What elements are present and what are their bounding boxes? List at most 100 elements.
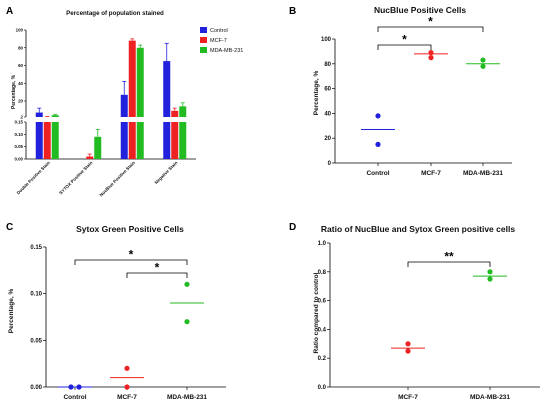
chart-d-title: Ratio of NucBlue and Sytox Green positiv… xyxy=(321,224,515,234)
chart-c-point xyxy=(124,384,130,390)
chart-a-category-label: NucBlue Positive Stain xyxy=(99,160,137,198)
chart-b-category-label: MDA-MB-231 xyxy=(463,170,503,177)
chart-a-bar xyxy=(120,94,128,117)
chart-d-significance-bracket xyxy=(407,261,491,267)
chart-b-category-label: Control xyxy=(366,170,389,177)
chart-a-bar xyxy=(128,40,136,117)
panel-label-b: B xyxy=(289,6,296,17)
chart-a-bar-lower xyxy=(35,122,43,159)
chart-b-point xyxy=(428,55,434,61)
chart-c-significance-label: * xyxy=(155,261,160,275)
chart-c-category-label: MCF-7 xyxy=(117,394,137,401)
chart-d-ytick-label: 0.6 xyxy=(318,299,327,305)
chart-b-significance-label: * xyxy=(402,33,407,47)
chart-d-significance-label: ** xyxy=(444,250,454,264)
chart-d-point xyxy=(487,269,493,275)
panel-label-c: C xyxy=(6,222,13,233)
chart-c-significance-bracket xyxy=(126,272,188,278)
chart-d-category-label: MDA-MB-231 xyxy=(470,394,510,401)
chart-a-ytick-label: 80 xyxy=(18,45,23,50)
chart-c-point xyxy=(68,384,74,390)
chart-b-point xyxy=(375,113,381,119)
panel-label-d: D xyxy=(289,222,296,233)
chart-a-bar xyxy=(136,47,144,118)
chart-a-ytick-label: 0.15 xyxy=(14,120,23,125)
chart-b-category-label: MCF-7 xyxy=(421,170,441,177)
chart-a-ytick-label: 60 xyxy=(18,63,23,68)
chart-a-ytick-label: 40 xyxy=(18,81,23,86)
chart-c-point xyxy=(184,319,190,325)
chart-b-point xyxy=(480,63,486,69)
chart-b-title: NucBlue Positive Cells xyxy=(374,5,466,15)
chart-b: 0 20 40 60 80 100 Control MCF-7 MDA-MB-231 * * xyxy=(321,15,512,177)
chart-a-bar xyxy=(35,112,43,117)
chart-a-ytick-label: 2 xyxy=(21,115,24,120)
chart-b-ytick-label: 0 xyxy=(328,161,332,167)
chart-a-ytick-label: 100 xyxy=(16,28,24,33)
chart-d-ytick-label: 0.8 xyxy=(318,270,327,276)
chart-a-bar xyxy=(171,110,179,117)
chart-a-title: Percentage of population stained xyxy=(66,10,164,17)
chart-d-point xyxy=(405,348,411,354)
chart-b-ytick-label: 100 xyxy=(321,37,332,43)
chart-c-ytick-label: 0.15 xyxy=(30,245,42,251)
chart-d-ylabel: Ratio compared to control xyxy=(313,272,320,353)
chart-a-ylabel: Percentage, % xyxy=(11,74,17,109)
chart-a-bar-lower xyxy=(128,122,136,159)
chart-a-legend-label: MCF-7 xyxy=(210,38,227,44)
chart-d-ytick-label: 1.0 xyxy=(318,241,327,247)
chart-a-ytick-label: 0.05 xyxy=(14,144,23,149)
chart-b-significance-bracket xyxy=(377,44,432,50)
chart-a-legend-label: MDA-MB-231 xyxy=(210,48,243,54)
chart-a-legend-label: Control xyxy=(210,28,228,34)
chart-d-category-label: MCF-7 xyxy=(398,394,418,401)
chart-a-bar xyxy=(163,61,171,117)
chart-b-significance-label: * xyxy=(428,15,433,29)
chart-a-bar-lower xyxy=(171,122,179,159)
chart-a-bar-lower xyxy=(51,122,59,159)
chart-a-category-label: SYTOX Positive Stain xyxy=(58,160,93,195)
panel-label-a: A xyxy=(6,6,13,17)
chart-a-bar xyxy=(51,115,59,117)
chart-b-point xyxy=(375,141,381,147)
chart-c-ytick-label: 0.10 xyxy=(30,292,42,298)
chart-d: 0.0 0.2 0.4 0.6 0.8 1.0 MCF-7 MDA-MB-231 ** xyxy=(318,241,540,401)
chart-d-ytick-label: 0.2 xyxy=(318,356,327,362)
chart-b-ylabel: Percentage, % xyxy=(313,71,320,116)
chart-c-ytick-label: 0.05 xyxy=(30,338,42,344)
chart-b-ytick-label: 20 xyxy=(324,136,331,142)
chart-c-point xyxy=(124,365,130,371)
chart-a-bar xyxy=(86,156,94,159)
chart-a-bar-lower xyxy=(120,122,128,159)
chart-a-category-label: Negative Stain xyxy=(154,160,179,185)
chart-c-title: Sytox Green Positive Cells xyxy=(76,224,184,234)
chart-c: 0.00 0.05 0.10 0.15 Control MCF-7 MDA-MB-231 * * xyxy=(30,245,226,401)
chart-a-legend-swatch xyxy=(200,37,207,43)
chart-d-ytick-label: 0.0 xyxy=(318,385,327,391)
chart-c-significance-bracket xyxy=(74,259,188,265)
chart-a-legend-swatch xyxy=(200,47,207,53)
chart-a-bar-lower xyxy=(163,122,171,159)
chart-c-category-label: Control xyxy=(63,394,86,401)
chart-c-significance-label: * xyxy=(129,248,134,262)
chart-a: 2 20 40 60 80 100 0.00 0.05 0.10 0.15 Double Posit… xyxy=(14,27,243,198)
chart-a-ytick-label: 20 xyxy=(18,99,23,104)
chart-d-ytick-label: 0.4 xyxy=(318,327,327,333)
chart-a-bar xyxy=(94,136,102,159)
chart-a-bar-lower xyxy=(43,122,51,159)
chart-a-bar xyxy=(179,106,187,117)
chart-c-ytick-label: 0.00 xyxy=(30,385,42,391)
chart-a-ytick-label: 0.00 xyxy=(14,157,23,162)
chart-c-point xyxy=(184,281,190,287)
chart-c-point xyxy=(76,384,82,390)
chart-b-point xyxy=(428,50,434,56)
chart-b-ytick-label: 60 xyxy=(324,87,331,93)
chart-a-legend-swatch xyxy=(200,27,207,33)
chart-a-ytick-label: 0.10 xyxy=(14,132,23,137)
chart-c-category-label: MDA-MB-231 xyxy=(167,394,207,401)
chart-c-ylabel: Percentage, % xyxy=(8,289,15,334)
chart-d-point xyxy=(487,276,493,282)
chart-d-point xyxy=(405,341,411,347)
chart-a-bar-lower xyxy=(179,122,187,159)
